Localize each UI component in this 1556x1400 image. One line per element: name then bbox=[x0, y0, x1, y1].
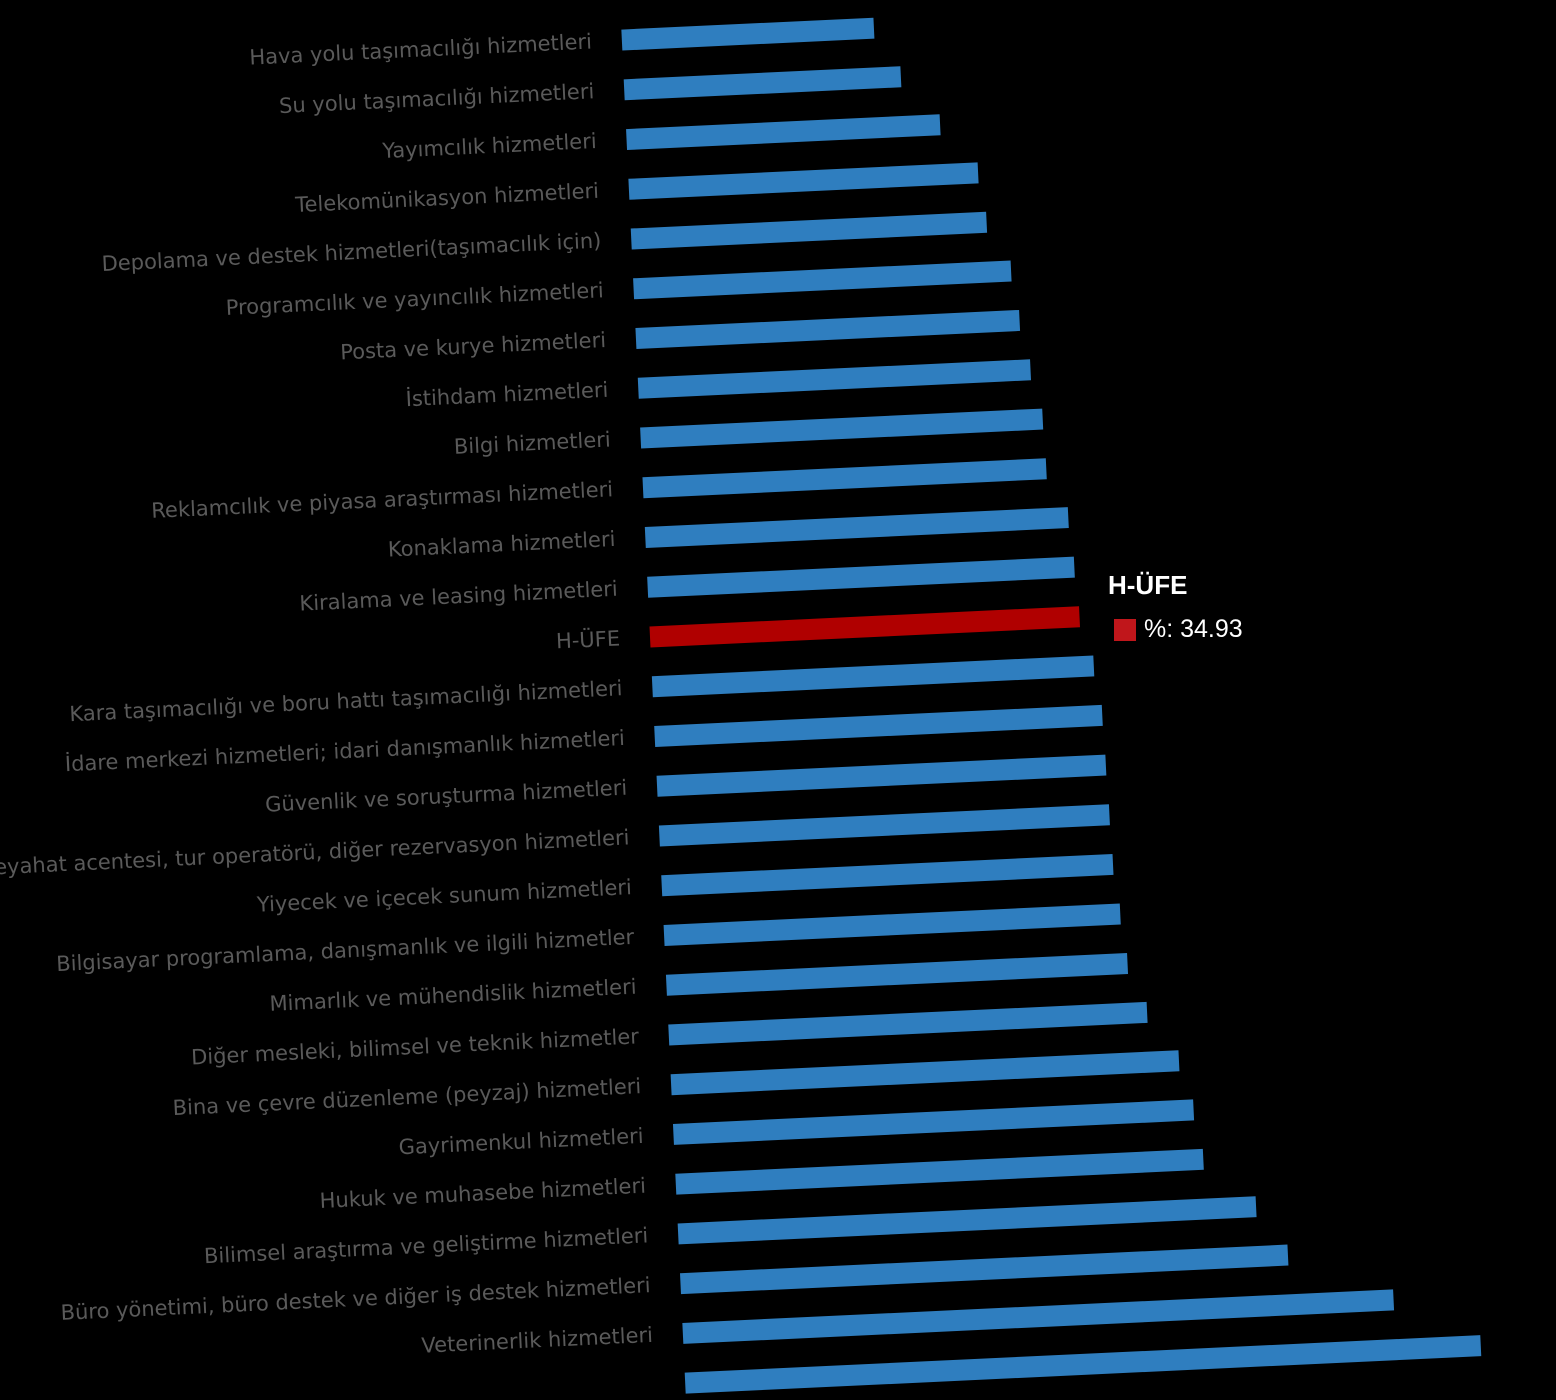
bar[interactable] bbox=[621, 17, 875, 51]
bar[interactable] bbox=[684, 1335, 1482, 1394]
category-label: Bilimsel araştırma ve geliştirme hizmetl… bbox=[203, 1223, 648, 1268]
category-label: Kara taşımacılığı ve boru hattı taşımacı… bbox=[69, 676, 623, 726]
bar[interactable] bbox=[665, 952, 1129, 996]
bar[interactable] bbox=[635, 309, 1021, 350]
bar[interactable] bbox=[668, 1001, 1148, 1046]
category-label: Hava yolu taşımacılığı hizmetleri bbox=[249, 29, 593, 69]
tooltip: H-ÜFE %: 34.93 bbox=[1108, 570, 1243, 644]
category-label: Depolama ve destek hizmetleri(taşımacılı… bbox=[101, 228, 602, 276]
bar[interactable] bbox=[628, 162, 979, 200]
bar-highlight[interactable] bbox=[649, 606, 1081, 648]
category-label: Telekomünikasyon hizmetleri bbox=[294, 179, 600, 217]
bar[interactable] bbox=[630, 211, 988, 250]
bar[interactable] bbox=[647, 556, 1075, 598]
bar[interactable] bbox=[642, 458, 1047, 499]
category-label: Mimarlık ve mühendislik hizmetleri bbox=[269, 975, 637, 1016]
bar[interactable] bbox=[672, 1099, 1195, 1145]
bar[interactable] bbox=[658, 804, 1110, 847]
bar[interactable] bbox=[675, 1148, 1204, 1195]
category-label: Su yolu taşımacılığı hizmetleri bbox=[278, 79, 594, 118]
tooltip-title: H-ÜFE bbox=[1108, 570, 1188, 600]
category-label: H-ÜFE bbox=[555, 625, 620, 653]
tooltip-value: %: 34.93 bbox=[1144, 615, 1243, 643]
category-label: Veterinerlik hizmetleri bbox=[421, 1323, 654, 1358]
bar[interactable] bbox=[656, 754, 1107, 797]
category-label: Bilgi hizmetleri bbox=[453, 427, 611, 458]
category-label: Yayımcılık hizmetleri bbox=[381, 129, 597, 163]
bar[interactable] bbox=[623, 66, 902, 101]
bar[interactable] bbox=[644, 507, 1069, 548]
bar[interactable] bbox=[640, 408, 1044, 449]
tooltip-row: %: 34.93 bbox=[1108, 615, 1243, 644]
category-label: Bilgisayar programlama, danışmanlık ve i… bbox=[56, 925, 635, 976]
category-label: Gayrimenkul hizmetleri bbox=[398, 1124, 644, 1160]
plot-area: Hava yolu taşımacılığı hizmetleri Su yolu… bbox=[0, 17, 1482, 1394]
category-label: İdare merkezi hizmetleri; idari danışman… bbox=[64, 725, 625, 776]
category-label: Posta ve kurye hizmetleri bbox=[340, 328, 607, 365]
category-label: Reklamcılık ve piyasa araştırması hizmet… bbox=[151, 477, 614, 523]
category-label: Konaklama hizmetleri bbox=[387, 527, 616, 562]
category-label: İstihdam hizmetleri bbox=[405, 377, 609, 412]
category-label: Bina ve çevre düzenleme (peyzaj) hizmetl… bbox=[172, 1074, 642, 1120]
category-label: Kiralama ve leasing hizmetleri bbox=[299, 577, 618, 616]
bar[interactable] bbox=[633, 260, 1012, 300]
category-label: Yiyecek ve içecek sunum hizmetleri bbox=[255, 875, 632, 917]
bar[interactable] bbox=[661, 853, 1114, 897]
bar[interactable] bbox=[663, 903, 1121, 946]
bar[interactable] bbox=[682, 1289, 1395, 1344]
category-label: Güvenlik ve soruşturma hizmetleri bbox=[265, 776, 628, 817]
bar[interactable] bbox=[626, 114, 941, 151]
category-label: Seyahat acentesi, tur operatörü, diğer r… bbox=[0, 825, 630, 880]
category-label: Programcılık ve yayıncılık hizmetleri bbox=[225, 278, 604, 320]
bar[interactable] bbox=[677, 1196, 1257, 1245]
category-label: Hukuk ve muhasebe hizmetleri bbox=[319, 1174, 646, 1213]
bar[interactable] bbox=[651, 655, 1095, 698]
category-label: Diğer mesleki, bilimsel ve teknik hizmet… bbox=[191, 1024, 640, 1069]
bar[interactable] bbox=[654, 704, 1103, 747]
bar[interactable] bbox=[637, 359, 1032, 399]
bar[interactable] bbox=[670, 1050, 1180, 1096]
bar[interactable] bbox=[680, 1244, 1289, 1295]
category-label: Büro yönetimi, büro destek ve diğer iş d… bbox=[60, 1273, 651, 1325]
tooltip-swatch bbox=[1114, 618, 1136, 641]
